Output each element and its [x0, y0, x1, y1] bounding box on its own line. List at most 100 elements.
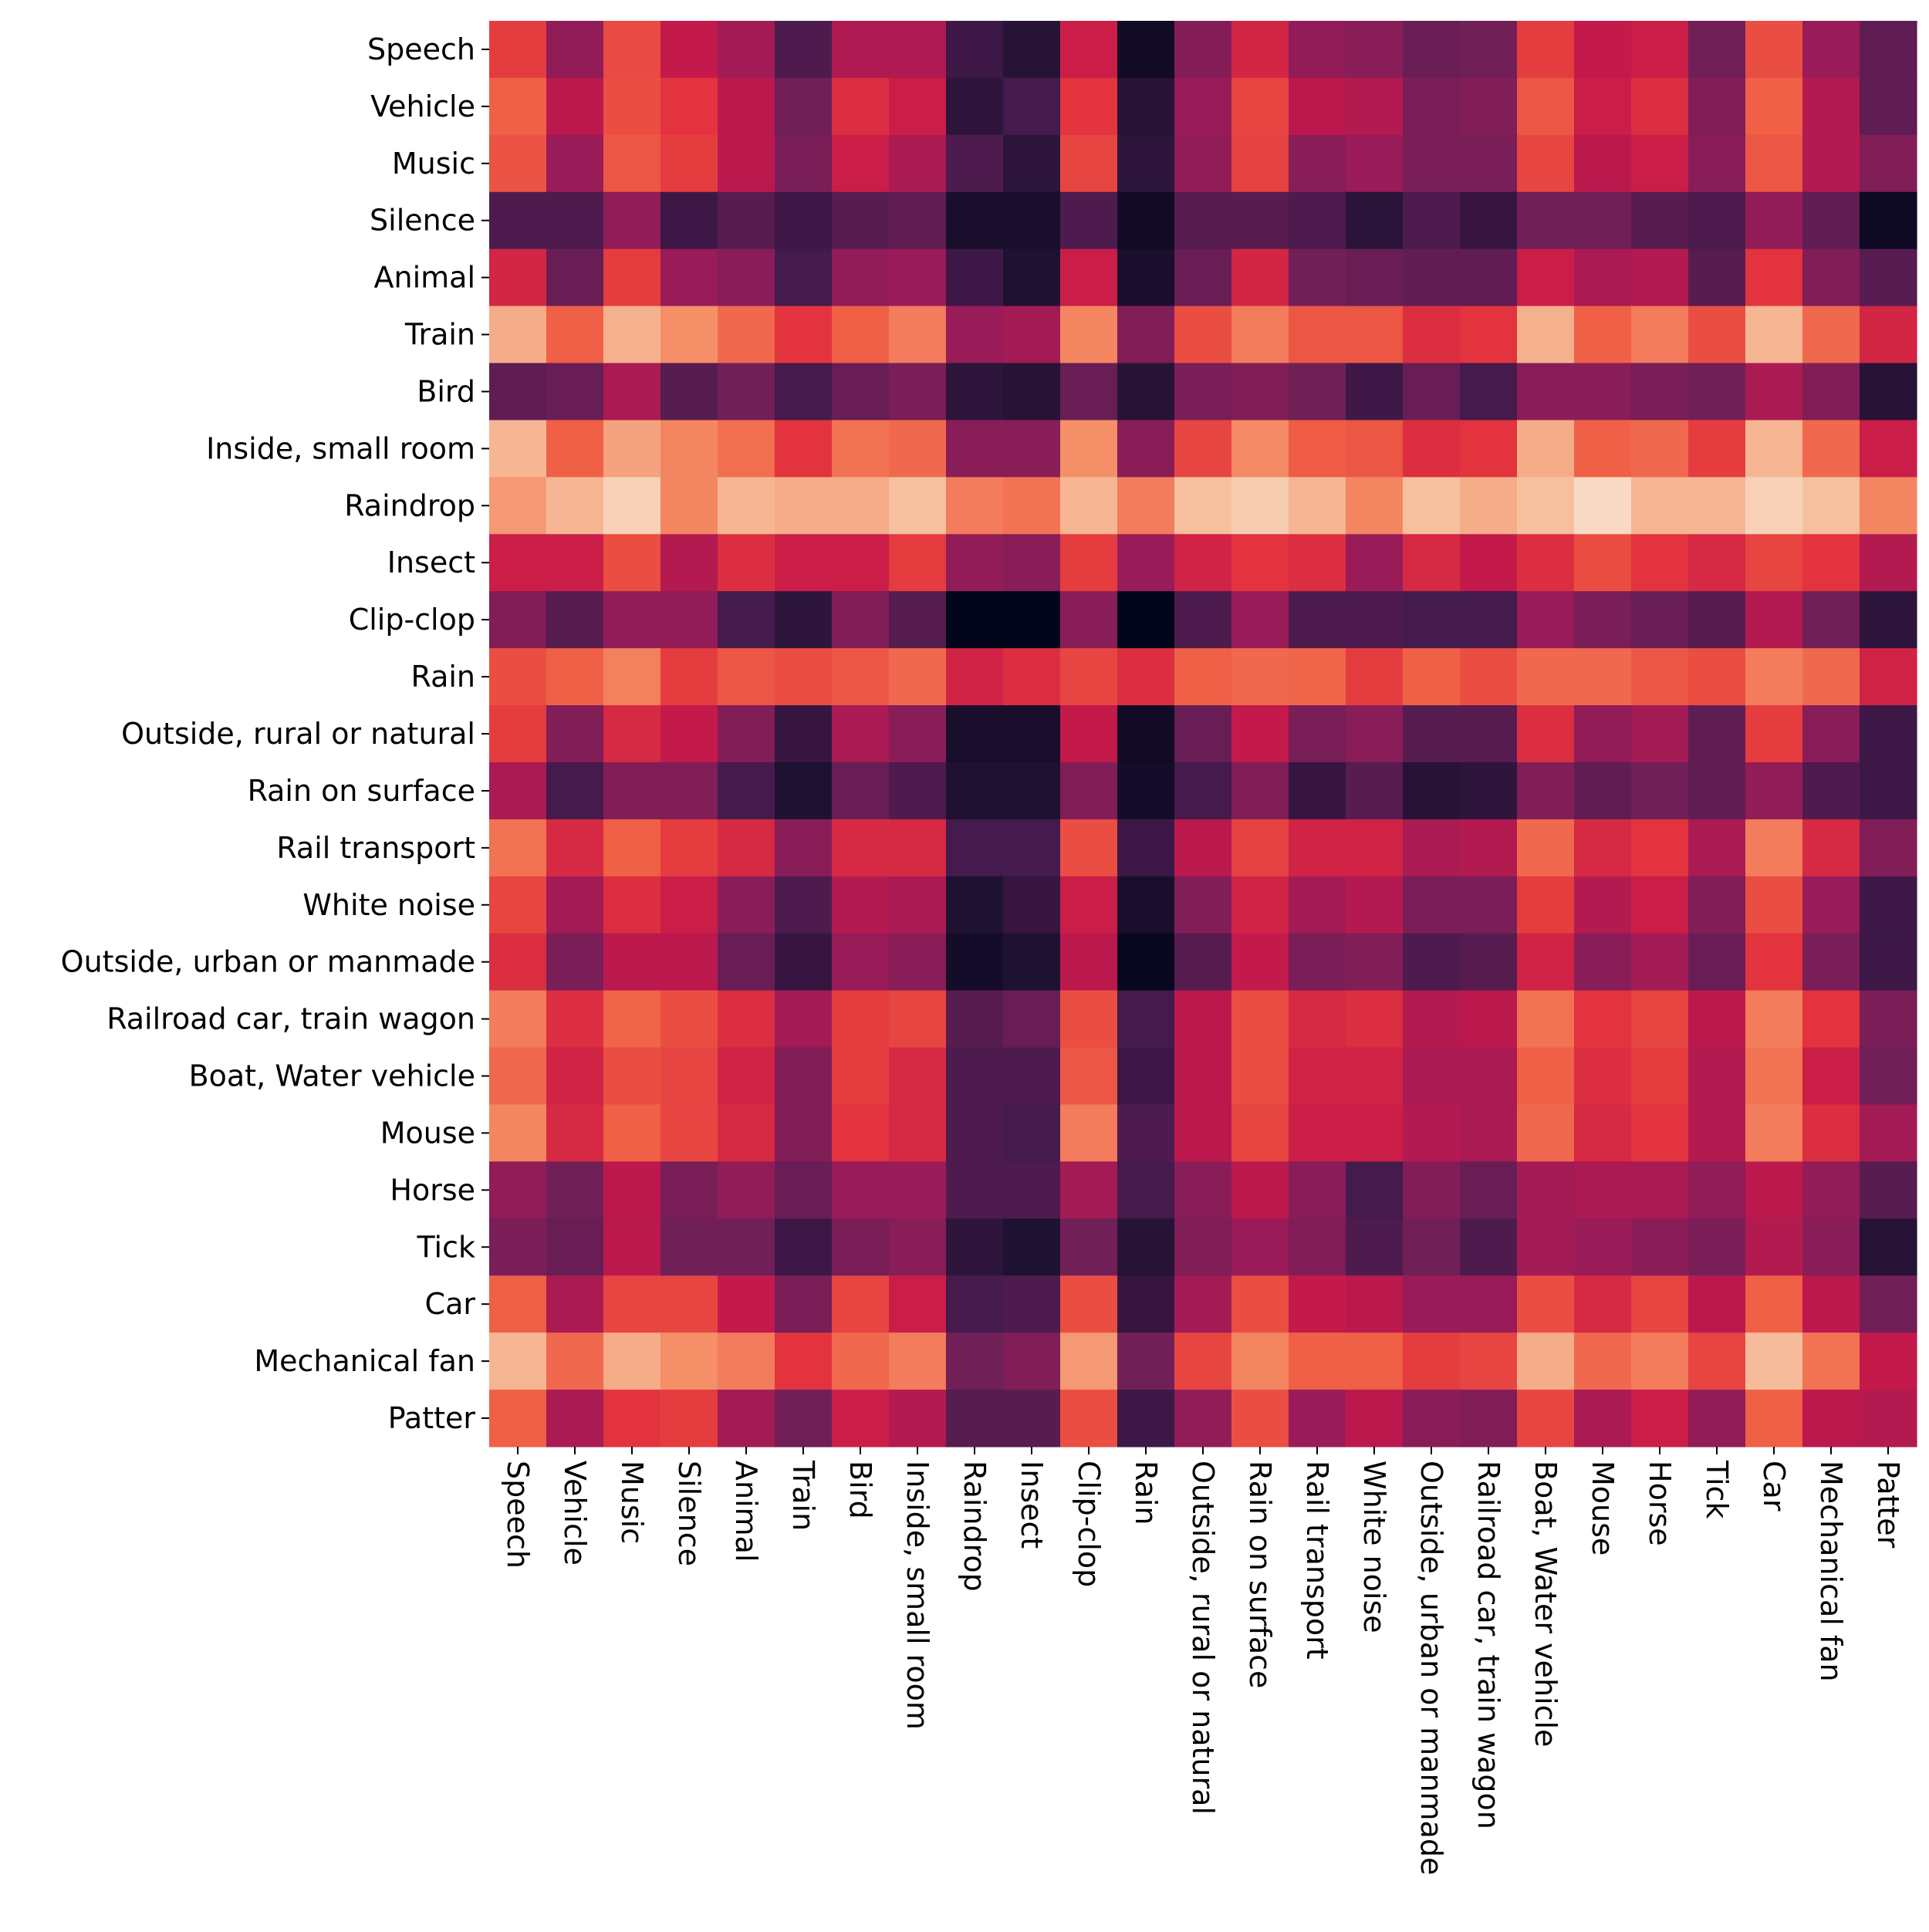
heatmap-cell	[1060, 77, 1118, 136]
heatmap-cell	[603, 1332, 661, 1390]
heatmap-cell	[946, 1104, 1004, 1162]
heatmap-cell	[660, 134, 718, 193]
x-tick-labels: Speech Vehicle Music Silence Animal Train Bird…	[501, 1447, 1905, 1875]
heatmap-cell	[832, 363, 890, 421]
heatmap-cell	[489, 534, 547, 592]
heatmap-cell	[1631, 819, 1689, 877]
heatmap-cell	[1403, 1390, 1461, 1447]
heatmap-cell	[546, 648, 604, 706]
heatmap-cell	[489, 77, 547, 136]
heatmap-cell	[603, 306, 661, 364]
heatmap-cell	[832, 1275, 890, 1333]
heatmap-cell	[1802, 648, 1860, 706]
heatmap-cell	[775, 1332, 833, 1390]
heatmap-cell	[1460, 648, 1518, 706]
heatmap-cell	[1745, 21, 1803, 79]
heatmap-cell	[660, 306, 718, 364]
heatmap-cell	[1060, 191, 1118, 250]
heatmap-cell	[1688, 191, 1746, 250]
heatmap-cell	[489, 1104, 547, 1162]
heatmap-cell	[1231, 306, 1289, 364]
heatmap-cell	[889, 1218, 947, 1276]
heatmap-cell	[1231, 363, 1289, 421]
heatmap-cell	[1003, 1047, 1061, 1106]
heatmap-cell	[718, 762, 775, 820]
heatmap-cell	[1346, 306, 1404, 364]
heatmap-cell	[775, 21, 833, 79]
heatmap-cell	[603, 534, 661, 592]
heatmap-cell	[775, 648, 833, 706]
heatmap-cell	[1631, 134, 1689, 193]
heatmap-cell	[718, 1161, 775, 1219]
heatmap-cell	[1460, 306, 1518, 364]
heatmap-cell	[1631, 876, 1689, 934]
heatmap-cell	[1346, 1104, 1404, 1162]
heatmap-cell	[1003, 1218, 1061, 1276]
y-tick-label: Patter	[388, 1401, 476, 1435]
heatmap-cell	[889, 1104, 947, 1162]
heatmap-cell	[489, 933, 547, 991]
heatmap-cell	[1631, 705, 1689, 763]
heatmap-cell	[1574, 933, 1632, 991]
heatmap-cell	[546, 420, 604, 478]
heatmap-cell	[832, 21, 890, 79]
heatmap-cell	[489, 990, 547, 1049]
heatmap-cell	[546, 77, 604, 136]
heatmap-cell	[1003, 77, 1061, 136]
heatmap-cell	[1174, 1390, 1232, 1447]
heatmap-cell	[1403, 420, 1461, 478]
heatmap-cell	[1174, 306, 1232, 364]
heatmap-cell	[1403, 876, 1461, 934]
heatmap-cell	[946, 876, 1004, 934]
heatmap-cell	[775, 876, 833, 934]
heatmap-cell	[603, 1047, 661, 1106]
heatmap-cell	[946, 1047, 1004, 1106]
heatmap-cell	[1346, 1218, 1404, 1276]
heatmap-cell	[1060, 534, 1118, 592]
heatmap-cell	[1802, 1104, 1860, 1162]
heatmap-cell	[946, 306, 1004, 364]
heatmap-cell	[1346, 134, 1404, 193]
heatmap-cells	[489, 21, 1917, 1447]
heatmap-cell	[1346, 1161, 1404, 1219]
heatmap-cell	[660, 477, 718, 535]
x-tick-label: Animal	[729, 1461, 763, 1562]
heatmap-cell	[1231, 1104, 1289, 1162]
heatmap-cell	[1289, 1390, 1346, 1447]
heatmap-cell	[1745, 306, 1803, 364]
heatmap-cell	[546, 1161, 604, 1219]
heatmap-cell	[1802, 134, 1860, 193]
heatmap-cell	[946, 534, 1004, 592]
heatmap-cell	[1289, 762, 1346, 820]
heatmap-cell	[1631, 1047, 1689, 1106]
heatmap-cell	[1688, 534, 1746, 592]
heatmap-cell	[1460, 591, 1518, 649]
heatmap-cell	[489, 306, 547, 364]
heatmap-cell	[489, 420, 547, 478]
heatmap-cell	[1688, 248, 1746, 307]
heatmap-cell	[1231, 191, 1289, 250]
heatmap-cell	[1802, 933, 1860, 991]
heatmap-cell	[889, 534, 947, 592]
y-tick-label: Outside, urban or manmade	[61, 945, 475, 979]
heatmap-cell	[1460, 77, 1518, 136]
y-tick-label: Inside, small room	[206, 431, 475, 465]
heatmap-cell	[1003, 876, 1061, 934]
heatmap-cell	[1688, 933, 1746, 991]
heatmap-cell	[1174, 534, 1232, 592]
heatmap-cell	[1231, 819, 1289, 877]
heatmap-cell	[1745, 1390, 1803, 1447]
heatmap-cell	[1517, 420, 1575, 478]
heatmap-cell	[1289, 363, 1346, 421]
heatmap-cell	[775, 1390, 833, 1447]
heatmap-cell	[1117, 591, 1175, 649]
heatmap-cell	[889, 876, 947, 934]
heatmap-cell	[718, 1390, 775, 1447]
heatmap-cell	[1460, 1275, 1518, 1333]
heatmap-cell	[1403, 21, 1461, 79]
heatmap-cell	[489, 191, 547, 250]
heatmap-cell	[1403, 1104, 1461, 1162]
heatmap-cell	[1688, 477, 1746, 535]
heatmap-cell	[1517, 819, 1575, 877]
heatmap-cell	[1174, 648, 1232, 706]
